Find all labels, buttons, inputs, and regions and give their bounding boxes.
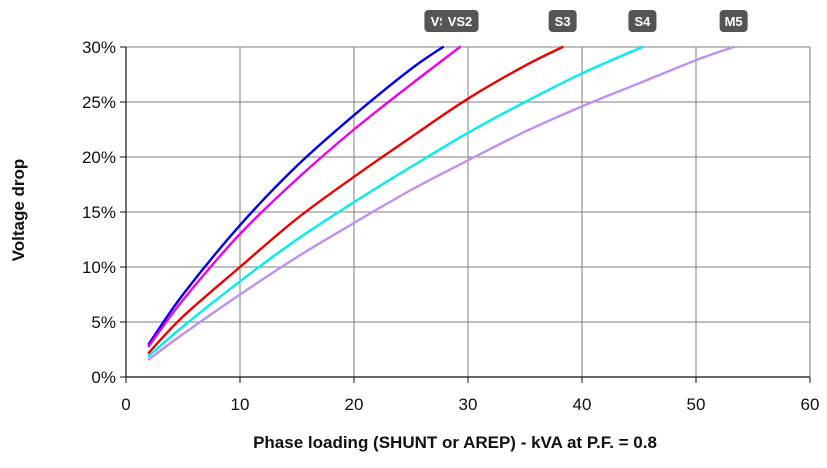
x-tick-label: 60 <box>801 395 820 414</box>
series-label-s4: S4 <box>628 10 657 32</box>
y-tick-label: 25% <box>82 93 116 112</box>
x-tick-label: 30 <box>459 395 478 414</box>
y-tick-label: 15% <box>82 203 116 222</box>
series-lines <box>147 45 735 361</box>
series-label-text: S3 <box>555 14 571 29</box>
series-label-s3: S3 <box>548 10 577 32</box>
x-tick-labels: 0 10 20 30 40 50 60 <box>121 377 819 414</box>
series-label-text: M5 <box>725 14 743 29</box>
x-tick-label: 40 <box>573 395 592 414</box>
series-label-text: VS2 <box>448 14 473 29</box>
y-tick-label: 20% <box>82 148 116 167</box>
series-line-s4 <box>147 45 644 358</box>
series-label-badge <box>719 10 748 32</box>
x-tick-label: 10 <box>231 395 250 414</box>
x-tick-label: 0 <box>121 395 130 414</box>
series-label-badge <box>628 10 657 32</box>
series-line-s3 <box>147 45 564 354</box>
y-tick-label: 30% <box>82 38 116 57</box>
series-label-vs2: VS2 <box>441 10 479 32</box>
x-axis-title: Phase loading (SHUNT or AREP) - kVA at P… <box>253 433 657 452</box>
series-label-badge <box>548 10 577 32</box>
series-line-vs1 <box>147 45 445 346</box>
y-axis-title: Voltage drop <box>9 159 28 262</box>
y-tick-label: 10% <box>82 258 116 277</box>
x-tick-label: 20 <box>345 395 364 414</box>
series-label-m5: M5 <box>719 10 748 32</box>
series-line-m5 <box>147 45 735 361</box>
series-label-badge <box>441 10 479 32</box>
series-line-vs2 <box>147 45 462 348</box>
grid <box>126 46 811 377</box>
y-tick-label: 5% <box>91 313 116 332</box>
series-label-text: S4 <box>634 14 651 29</box>
y-tick-labels: 0% 5% 10% 15% 20% 25% 30% <box>82 38 126 387</box>
x-tick-label: 50 <box>687 395 706 414</box>
y-tick-label: 0% <box>91 368 116 387</box>
series-labels: VS1VS2S3S4M5 <box>424 10 748 32</box>
